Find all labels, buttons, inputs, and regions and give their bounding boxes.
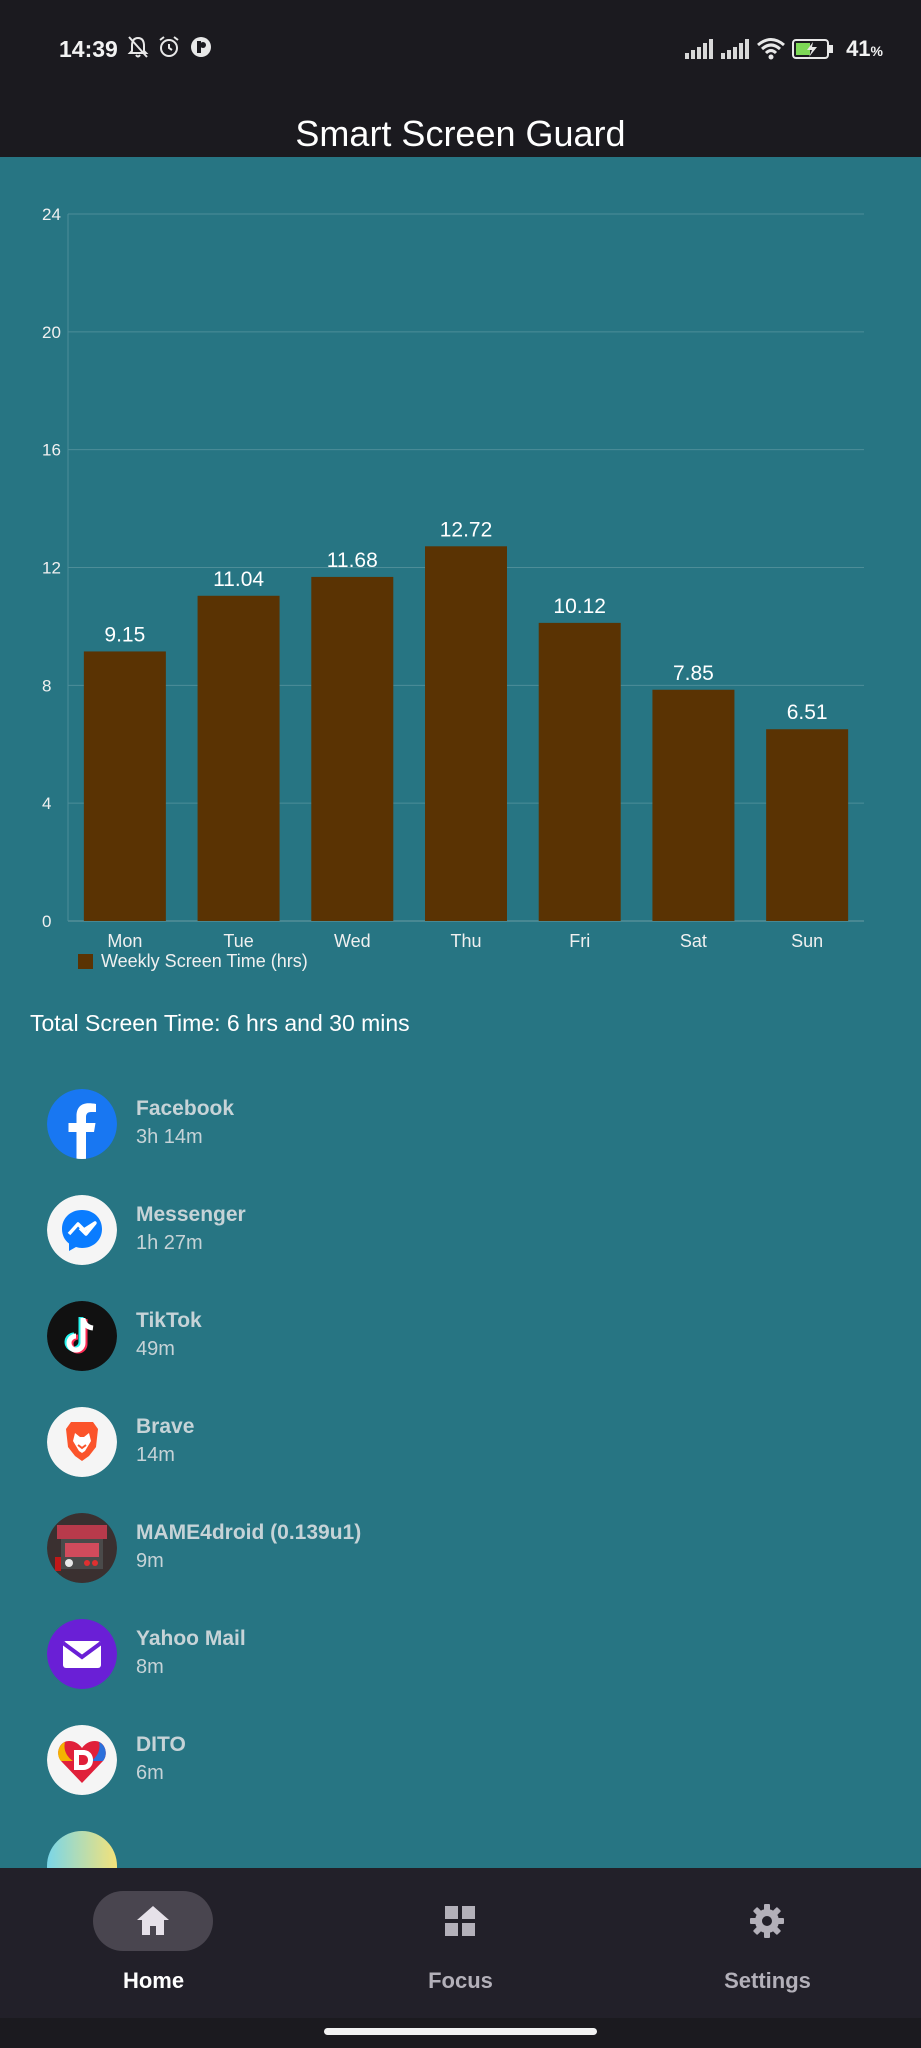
- status-time: 14:39: [59, 36, 118, 62]
- x-tick-label: Sun: [791, 931, 823, 947]
- app-name: MAME4droid (0.139u1): [136, 1521, 362, 1544]
- app-name: Messenger: [136, 1203, 246, 1226]
- y-tick-label: 4: [42, 794, 51, 813]
- battery-charging-icon: [792, 39, 834, 59]
- y-tick-label: 12: [42, 559, 61, 578]
- nav-label-home: Home: [122, 1968, 185, 1993]
- app-usage-time: 1h 27m: [136, 1232, 203, 1254]
- wifi-icon: [757, 38, 786, 60]
- app-name: Yahoo Mail: [136, 1627, 246, 1650]
- app-usage-time: 8m: [136, 1656, 164, 1678]
- bar-thu: [425, 546, 507, 921]
- app-name: Facebook: [136, 1097, 235, 1120]
- bar-value-label: 9.15: [104, 623, 145, 646]
- battery-percent: 41%: [846, 36, 883, 61]
- y-tick-label: 0: [42, 912, 51, 931]
- app-usage-time: 3h 14m: [136, 1126, 203, 1148]
- home-icon: [137, 1906, 169, 1935]
- x-tick-label: Fri: [569, 931, 590, 947]
- bar-value-label: 11.68: [327, 549, 378, 572]
- x-tick-label: Mon: [107, 931, 142, 947]
- status-notification-icons: [127, 35, 213, 59]
- app-icon: [47, 1831, 117, 1868]
- x-tick-label: Wed: [334, 931, 371, 947]
- list-item-yahoo-mail[interactable]: Yahoo Mail 8m: [0, 1619, 921, 1725]
- app-notification-icon: [191, 37, 211, 57]
- nav-focus[interactable]: Focus: [307, 1868, 614, 2018]
- main-content[interactable]: 0 4 8 12 16 20 24 9.15 Mon 11.04 Tue 11.68 Wed 12.72 T…: [0, 157, 921, 1868]
- chart-legend: Weekly Screen Time (hrs): [78, 951, 308, 972]
- mame-arcade-icon: [47, 1513, 117, 1583]
- bar-wed: [311, 576, 394, 921]
- bar-mon: [83, 651, 166, 921]
- nav-settings[interactable]: Settings: [614, 1868, 921, 2018]
- bar-fri: [538, 622, 621, 921]
- bar-value-label: 11.04: [213, 568, 264, 591]
- nav-label-focus: Focus: [428, 1968, 493, 1993]
- nav-label-settings: Settings: [724, 1968, 811, 1993]
- bell-off-icon: [127, 36, 149, 58]
- list-item-brave[interactable]: Brave 14m: [0, 1407, 921, 1513]
- app-usage-time: 9m: [136, 1550, 164, 1572]
- bar-value-label: 12.72: [440, 518, 493, 541]
- bar-sun: [766, 729, 849, 921]
- nav-home[interactable]: Home: [0, 1868, 307, 2018]
- tiktok-icon: [47, 1301, 117, 1371]
- signal-icon: [685, 39, 714, 59]
- bar-tue: [197, 595, 280, 921]
- facebook-icon: [47, 1089, 117, 1159]
- list-item-dito[interactable]: DITO 6m: [0, 1725, 921, 1831]
- list-item-messenger[interactable]: Messenger 1h 27m: [0, 1195, 921, 1301]
- app-name: Brave: [136, 1415, 195, 1438]
- x-tick-label: Thu: [450, 931, 481, 947]
- app-name: DITO: [136, 1733, 186, 1756]
- bottom-navigation: Home Focus: [0, 1868, 921, 2018]
- signal-icon: [721, 39, 750, 59]
- bar-value-label: 10.12: [553, 595, 606, 618]
- y-tick-label: 20: [42, 323, 61, 342]
- bar-value-label: 6.51: [787, 701, 828, 724]
- app-usage-time: 49m: [136, 1338, 175, 1360]
- total-screen-time: Total Screen Time: 6 hrs and 30 mins: [30, 1010, 410, 1036]
- gesture-handle[interactable]: [324, 2028, 597, 2035]
- legend-label: Weekly Screen Time (hrs): [101, 951, 308, 971]
- app-usage-time: 14m: [136, 1444, 175, 1466]
- y-tick-label: 24: [42, 205, 61, 224]
- list-item-facebook[interactable]: Facebook 3h 14m: [0, 1089, 921, 1195]
- status-system-icons: 41%: [684, 36, 883, 62]
- dito-icon: [47, 1725, 117, 1795]
- list-item-tiktok[interactable]: TikTok 49m: [0, 1301, 921, 1407]
- x-tick-label: Tue: [223, 931, 253, 947]
- x-tick-label: Sat: [680, 931, 707, 947]
- gesture-area: [0, 2018, 921, 2048]
- messenger-icon: [47, 1195, 117, 1265]
- app-usage-time: 6m: [136, 1762, 164, 1784]
- weekly-screen-time-chart: 0 4 8 12 16 20 24 9.15 Mon 11.04 Tue 11.68 Wed 12.72 T…: [42, 205, 864, 947]
- grid-icon: [445, 1906, 475, 1936]
- app-title: Smart Screen Guard: [295, 113, 626, 154]
- legend-swatch: [78, 954, 93, 969]
- top-bar: 14:39: [0, 0, 921, 157]
- list-item-partial[interactable]: [0, 1831, 921, 1868]
- list-item-mame4droid[interactable]: MAME4droid (0.139u1) 9m: [0, 1513, 921, 1619]
- bar-sat: [652, 689, 735, 921]
- gear-icon: [750, 1904, 784, 1938]
- y-tick-label: 16: [42, 441, 61, 460]
- brave-lion-icon: [47, 1407, 117, 1477]
- app-name: TikTok: [136, 1309, 202, 1332]
- yahoo-mail-envelope-icon: [47, 1619, 117, 1689]
- y-tick-label: 8: [42, 676, 51, 695]
- bar-value-label: 7.85: [673, 662, 714, 685]
- alarm-icon: [159, 36, 179, 57]
